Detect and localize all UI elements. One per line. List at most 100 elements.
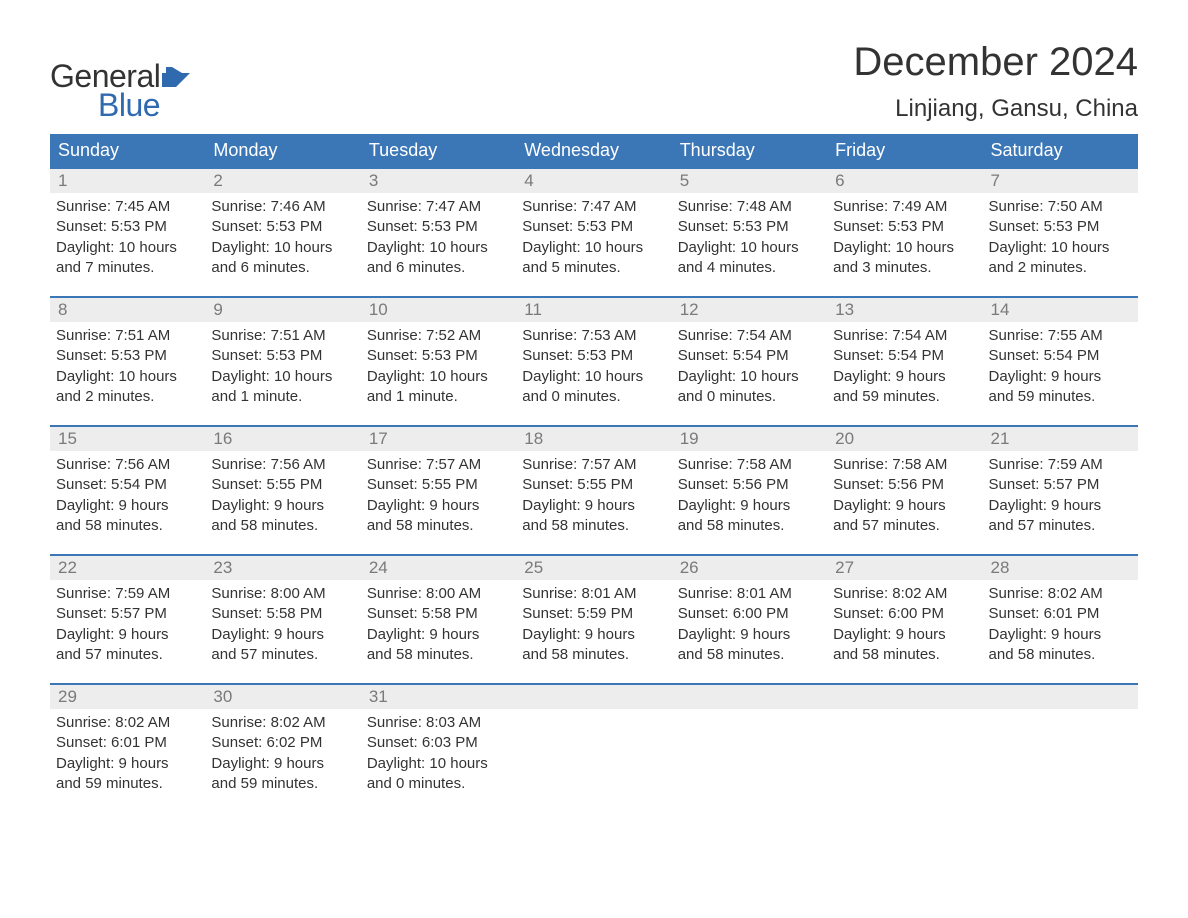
day-number-row: .: [827, 685, 982, 709]
daylight-text: and 59 minutes.: [211, 774, 354, 794]
sunrise-text: Sunrise: 7:50 AM: [989, 197, 1132, 217]
sunrise-text: Sunrise: 7:53 AM: [522, 326, 665, 346]
daylight-text: Daylight: 10 hours: [56, 367, 199, 387]
day-number-row: 13: [827, 298, 982, 322]
day-number-row: 28: [983, 556, 1138, 580]
daylight-text: and 5 minutes.: [522, 258, 665, 278]
day-number-row: 29: [50, 685, 205, 709]
title-block: December 2024 Linjiang, Gansu, China: [853, 40, 1138, 123]
day-details: Sunrise: 7:55 AMSunset: 5:54 PMDaylight:…: [989, 326, 1132, 407]
sunrise-text: Sunrise: 8:02 AM: [833, 584, 976, 604]
day-number-row: .: [983, 685, 1138, 709]
day-number: 12: [680, 300, 699, 319]
day-number-row: 25: [516, 556, 671, 580]
month-title: December 2024: [853, 40, 1138, 85]
day-details: Sunrise: 8:02 AMSunset: 6:00 PMDaylight:…: [833, 584, 976, 665]
day-number-row: 1: [50, 169, 205, 193]
daylight-text: and 3 minutes.: [833, 258, 976, 278]
sunset-text: Sunset: 5:53 PM: [211, 217, 354, 237]
daylight-text: and 0 minutes.: [678, 387, 821, 407]
day-details: Sunrise: 7:51 AMSunset: 5:53 PMDaylight:…: [56, 326, 199, 407]
day-number: 26: [680, 558, 699, 577]
daylight-text: and 58 minutes.: [989, 645, 1132, 665]
daylight-text: and 58 minutes.: [833, 645, 976, 665]
calendar-week: 22Sunrise: 7:59 AMSunset: 5:57 PMDayligh…: [50, 554, 1138, 683]
sunset-text: Sunset: 6:02 PM: [211, 733, 354, 753]
daylight-text: Daylight: 9 hours: [833, 496, 976, 516]
day-number-row: 5: [672, 169, 827, 193]
daylight-text: and 57 minutes.: [211, 645, 354, 665]
day-details: Sunrise: 7:47 AMSunset: 5:53 PMDaylight:…: [367, 197, 510, 278]
daylight-text: Daylight: 9 hours: [678, 496, 821, 516]
day-details: Sunrise: 7:51 AMSunset: 5:53 PMDaylight:…: [211, 326, 354, 407]
sunrise-text: Sunrise: 7:54 AM: [833, 326, 976, 346]
dow-thursday: Thursday: [672, 134, 827, 167]
sunrise-text: Sunrise: 8:02 AM: [56, 713, 199, 733]
sunrise-text: Sunrise: 7:58 AM: [833, 455, 976, 475]
day-number-row: 16: [205, 427, 360, 451]
flag-icon: [162, 67, 196, 92]
sunrise-text: Sunrise: 8:00 AM: [367, 584, 510, 604]
location-label: Linjiang, Gansu, China: [853, 95, 1138, 123]
sunset-text: Sunset: 5:53 PM: [522, 217, 665, 237]
day-number-row: .: [516, 685, 671, 709]
daylight-text: Daylight: 10 hours: [367, 238, 510, 258]
sunrise-text: Sunrise: 8:01 AM: [678, 584, 821, 604]
day-number: 10: [369, 300, 388, 319]
sunrise-text: Sunrise: 7:46 AM: [211, 197, 354, 217]
calendar-day: 11Sunrise: 7:53 AMSunset: 5:53 PMDayligh…: [516, 298, 671, 425]
day-details: Sunrise: 7:50 AMSunset: 5:53 PMDaylight:…: [989, 197, 1132, 278]
calendar-day: 15Sunrise: 7:56 AMSunset: 5:54 PMDayligh…: [50, 427, 205, 554]
calendar-week: 15Sunrise: 7:56 AMSunset: 5:54 PMDayligh…: [50, 425, 1138, 554]
sunrise-text: Sunrise: 7:45 AM: [56, 197, 199, 217]
day-details: Sunrise: 8:01 AMSunset: 6:00 PMDaylight:…: [678, 584, 821, 665]
day-details: Sunrise: 7:56 AMSunset: 5:55 PMDaylight:…: [211, 455, 354, 536]
sunset-text: Sunset: 5:57 PM: [989, 475, 1132, 495]
calendar-day: 28Sunrise: 8:02 AMSunset: 6:01 PMDayligh…: [983, 556, 1138, 683]
day-number: 6: [835, 171, 844, 190]
sunset-text: Sunset: 5:55 PM: [211, 475, 354, 495]
daylight-text: and 57 minutes.: [989, 516, 1132, 536]
day-number-row: 27: [827, 556, 982, 580]
sunset-text: Sunset: 6:03 PM: [367, 733, 510, 753]
day-number-row: 31: [361, 685, 516, 709]
calendar-day: .: [672, 685, 827, 812]
daylight-text: Daylight: 9 hours: [211, 754, 354, 774]
sunrise-text: Sunrise: 7:56 AM: [211, 455, 354, 475]
day-details: Sunrise: 7:58 AMSunset: 5:56 PMDaylight:…: [833, 455, 976, 536]
day-number-row: 9: [205, 298, 360, 322]
calendar-day: 22Sunrise: 7:59 AMSunset: 5:57 PMDayligh…: [50, 556, 205, 683]
daylight-text: Daylight: 9 hours: [522, 496, 665, 516]
sunrise-text: Sunrise: 7:47 AM: [367, 197, 510, 217]
day-number-row: 22: [50, 556, 205, 580]
calendar-day: .: [983, 685, 1138, 812]
calendar-day: 1Sunrise: 7:45 AMSunset: 5:53 PMDaylight…: [50, 169, 205, 296]
daylight-text: Daylight: 9 hours: [678, 625, 821, 645]
sunset-text: Sunset: 5:54 PM: [989, 346, 1132, 366]
day-number-row: .: [672, 685, 827, 709]
dow-sunday: Sunday: [50, 134, 205, 167]
calendar-day: 27 Sunrise: 8:02 AMSunset: 6:00 PMDayligh…: [827, 556, 982, 683]
day-number-row: 2: [205, 169, 360, 193]
day-number: 16: [213, 429, 232, 448]
daylight-text: Daylight: 10 hours: [678, 238, 821, 258]
dow-saturday: Saturday: [983, 134, 1138, 167]
sunrise-text: Sunrise: 7:54 AM: [678, 326, 821, 346]
sunrise-text: Sunrise: 8:02 AM: [989, 584, 1132, 604]
calendar-day: 31Sunrise: 8:03 AMSunset: 6:03 PMDayligh…: [361, 685, 516, 812]
day-details: Sunrise: 7:54 AMSunset: 5:54 PMDaylight:…: [678, 326, 821, 407]
day-number-row: 11: [516, 298, 671, 322]
calendar-day: 20Sunrise: 7:58 AMSunset: 5:56 PMDayligh…: [827, 427, 982, 554]
daylight-text: and 58 minutes.: [522, 645, 665, 665]
day-number: 5: [680, 171, 689, 190]
day-number: 30: [213, 687, 232, 706]
day-number-row: 12: [672, 298, 827, 322]
day-details: Sunrise: 7:52 AMSunset: 5:53 PMDaylight:…: [367, 326, 510, 407]
calendar-day: 24Sunrise: 8:00 AMSunset: 5:58 PMDayligh…: [361, 556, 516, 683]
calendar-day: 18Sunrise: 7:57 AMSunset: 5:55 PMDayligh…: [516, 427, 671, 554]
calendar-day: 4Sunrise: 7:47 AMSunset: 5:53 PMDaylight…: [516, 169, 671, 296]
sunrise-text: Sunrise: 8:00 AM: [211, 584, 354, 604]
daylight-text: and 57 minutes.: [56, 645, 199, 665]
dow-monday: Monday: [205, 134, 360, 167]
day-number-row: 17: [361, 427, 516, 451]
